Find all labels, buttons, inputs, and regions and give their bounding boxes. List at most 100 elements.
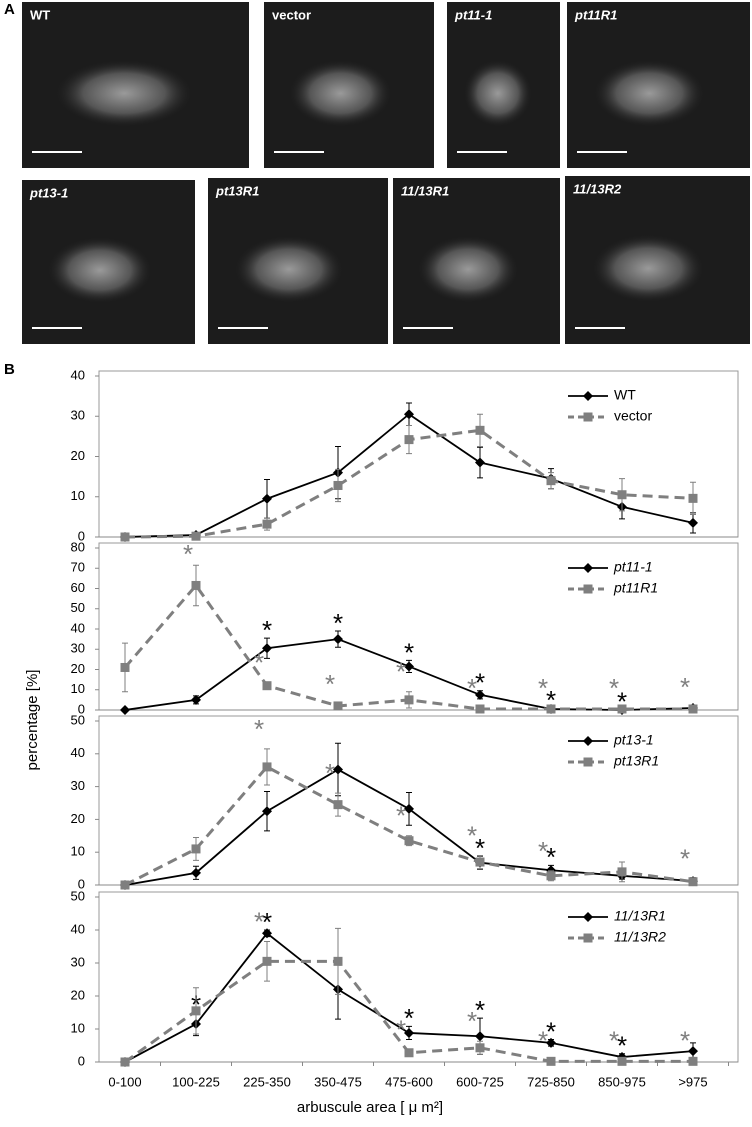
- data-point: [617, 1056, 627, 1066]
- data-point: [404, 836, 414, 846]
- x-tick-label: 725-850: [527, 1074, 575, 1089]
- data-point: [475, 857, 485, 867]
- legend-marker: [583, 736, 593, 746]
- significance-mark: *: [467, 1006, 477, 1036]
- series-line: [124, 932, 694, 1063]
- y-tick-label: 20: [71, 811, 85, 826]
- significance-mark: *: [325, 669, 335, 699]
- micrograph-signal: [47, 237, 152, 303]
- data-point: [191, 694, 201, 705]
- significance-mark: *: [538, 1026, 548, 1056]
- data-point: [617, 490, 627, 500]
- x-tick-label: 0-100: [108, 1074, 141, 1089]
- significance-mark: *: [262, 615, 272, 645]
- data-point: [333, 956, 343, 966]
- significance-mark: *: [325, 758, 335, 788]
- x-tick-label: 475-600: [385, 1074, 433, 1089]
- legend-label: pt13-1: [613, 732, 654, 748]
- significance-mark: *: [680, 1026, 690, 1056]
- data-point: [191, 1006, 201, 1016]
- data-point: [404, 409, 414, 420]
- y-tick-label: 70: [71, 560, 85, 575]
- y-tick-label: 20: [71, 448, 85, 463]
- data-point: [262, 956, 272, 966]
- data-point: [191, 580, 201, 590]
- data-point: [688, 493, 698, 503]
- significance-mark: *: [546, 842, 556, 872]
- significance-mark: *: [404, 1003, 414, 1033]
- significance-mark: *: [254, 714, 264, 744]
- data-point: [404, 435, 414, 445]
- data-point: [617, 704, 627, 714]
- image-label: pt13R1: [215, 183, 259, 198]
- significance-mark: *: [609, 1026, 619, 1056]
- legend-marker: [583, 912, 593, 922]
- data-point: [475, 1031, 485, 1042]
- data-point: [404, 695, 414, 705]
- significance-mark: *: [538, 673, 548, 703]
- legend-label: pt11R1: [613, 580, 658, 596]
- data-point: [120, 1057, 130, 1067]
- micrograph-signal: [289, 60, 392, 127]
- data-point: [688, 704, 698, 714]
- y-tick-label: 30: [71, 408, 85, 423]
- data-point: [262, 493, 272, 504]
- data-point: [333, 480, 343, 490]
- x-tick-label: 600-725: [456, 1074, 504, 1089]
- significance-mark: *: [467, 673, 477, 703]
- x-axis-label: arbuscule area [ μ m²]: [297, 1099, 443, 1116]
- legend-marker: [583, 563, 593, 573]
- data-point: [475, 704, 485, 714]
- data-point: [546, 704, 556, 714]
- y-tick-label: 80: [71, 539, 85, 554]
- significance-mark: *: [475, 995, 485, 1025]
- x-tick-label: >975: [678, 1074, 707, 1089]
- series-line: [124, 768, 694, 886]
- data-point: [333, 701, 343, 711]
- data-point: [475, 425, 485, 435]
- image-label: pt11-1: [454, 7, 492, 22]
- x-tick-label: 350-475: [314, 1074, 362, 1089]
- data-point: [191, 531, 201, 541]
- x-tick-label: 850-975: [598, 1074, 646, 1089]
- panel-label: A: [4, 1, 15, 18]
- image-label: pt13-1: [29, 185, 68, 200]
- micrograph-signal: [235, 236, 343, 303]
- significance-mark: *: [467, 820, 477, 850]
- y-tick-label: 10: [71, 681, 85, 696]
- significance-mark: *: [475, 833, 485, 863]
- data-point: [262, 519, 272, 529]
- significance-mark: *: [396, 801, 406, 831]
- y-tick-label: 30: [71, 641, 85, 656]
- series-line: [124, 765, 694, 887]
- significance-mark: *: [404, 637, 414, 667]
- data-point: [617, 867, 627, 877]
- significance-mark: *: [680, 672, 690, 702]
- image-label: 11/13R1: [401, 183, 449, 198]
- legend-marker: [583, 757, 593, 767]
- x-tick-label: 225-350: [243, 1074, 291, 1089]
- image-label: pt11R1: [574, 7, 617, 22]
- image-label: vector: [272, 7, 311, 22]
- y-tick-label: 10: [71, 1020, 85, 1035]
- legend-marker: [583, 933, 593, 943]
- data-point: [546, 1056, 556, 1066]
- significance-mark: *: [609, 673, 619, 703]
- data-point: [688, 517, 698, 528]
- significance-mark: *: [396, 657, 406, 687]
- x-tick-label: 100-225: [172, 1074, 220, 1089]
- significance-mark: *: [396, 1014, 406, 1044]
- data-point: [333, 764, 343, 775]
- data-point: [120, 662, 130, 672]
- significance-mark: *: [617, 1031, 627, 1061]
- significance-mark: *: [333, 608, 343, 638]
- legend-label: pt13R1: [613, 753, 659, 769]
- data-point: [191, 844, 201, 854]
- data-point: [475, 1043, 485, 1053]
- y-tick-label: 40: [71, 620, 85, 635]
- legend-label: 11/13R1: [614, 908, 666, 924]
- legend-marker: [583, 412, 593, 422]
- significance-mark: *: [254, 648, 264, 678]
- data-point: [262, 681, 272, 691]
- micrograph-signal: [594, 60, 705, 127]
